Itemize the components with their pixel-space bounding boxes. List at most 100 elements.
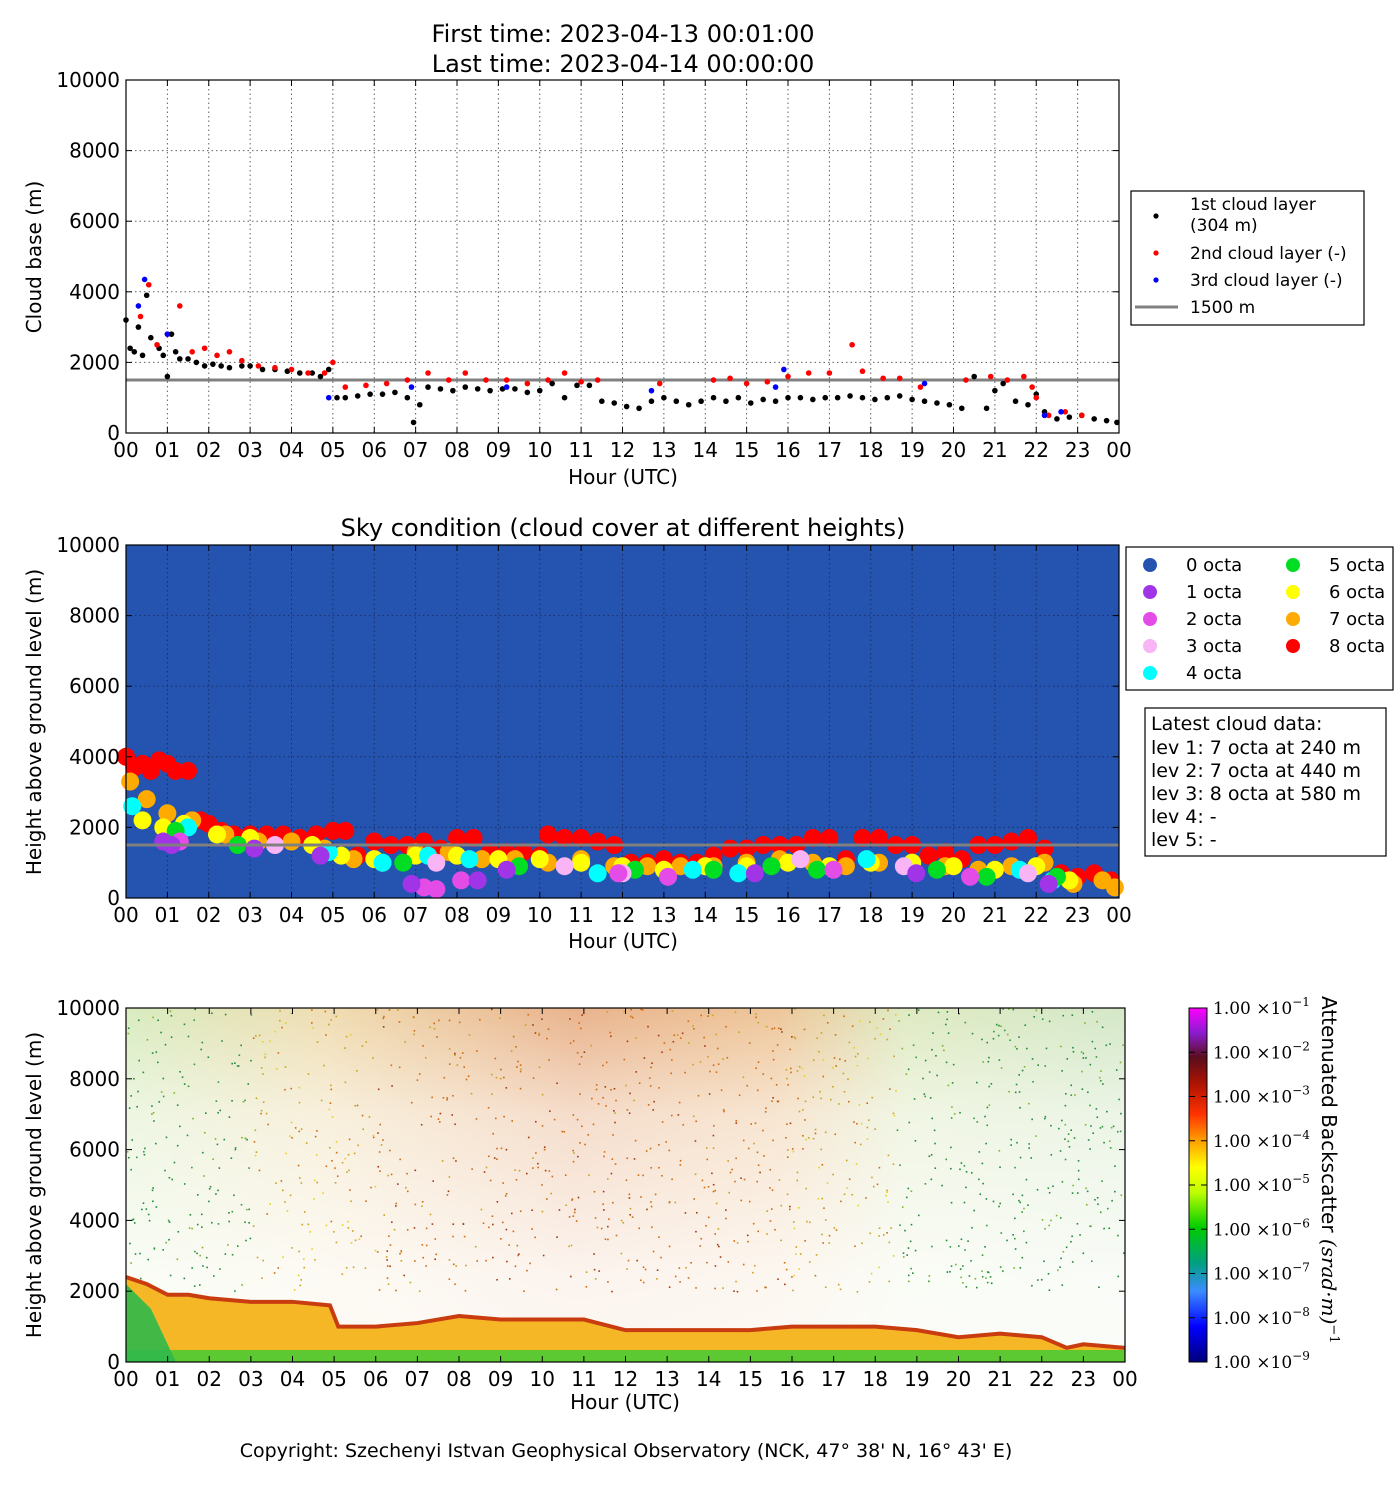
speckle-pixel xyxy=(879,1033,882,1036)
speckle-pixel xyxy=(201,1226,203,1228)
speckle-pixel xyxy=(719,1256,722,1258)
speckle-pixel xyxy=(347,1220,349,1223)
speckle-pixel xyxy=(837,1283,840,1286)
speckle-pixel xyxy=(282,1189,284,1192)
speckle-pixel xyxy=(1002,1270,1004,1272)
speckle-pixel xyxy=(298,1086,301,1089)
cloud-layer-3-point xyxy=(503,384,510,390)
speckle-pixel xyxy=(1023,1066,1026,1068)
speckle-pixel xyxy=(309,1231,312,1233)
x-tick-label: 20 xyxy=(946,1367,971,1391)
speckle-pixel xyxy=(1091,1010,1094,1013)
speckle-pixel xyxy=(170,1036,173,1038)
speckle-pixel xyxy=(1090,1125,1092,1127)
speckle-pixel xyxy=(902,1256,905,1258)
octa-point xyxy=(572,853,591,872)
speckle-pixel xyxy=(1094,1198,1096,1201)
speckle-pixel xyxy=(679,1159,682,1162)
speckle-pixel xyxy=(886,1189,888,1192)
cloud-layer-2-point xyxy=(826,370,833,376)
speckle-pixel xyxy=(1064,1138,1066,1140)
speckle-pixel xyxy=(949,1246,952,1248)
speckle-pixel xyxy=(832,1066,834,1069)
speckle-pixel xyxy=(231,1253,234,1256)
speckle-pixel xyxy=(454,1054,456,1056)
speckle-pixel xyxy=(128,1107,131,1109)
speckle-pixel xyxy=(1021,1211,1023,1213)
legend-label-octa: 1 octa xyxy=(1186,582,1242,603)
speckle-pixel xyxy=(224,1013,227,1016)
cloud-layer-1-point xyxy=(1000,380,1006,387)
speckle-pixel xyxy=(1010,1138,1012,1141)
cloud-layer-1-point xyxy=(1025,401,1031,408)
cloud-layer-1-point xyxy=(884,394,891,401)
speckle-pixel xyxy=(247,1083,250,1085)
speckle-pixel xyxy=(826,1182,829,1184)
speckle-pixel xyxy=(753,1264,756,1267)
speckle-pixel xyxy=(844,1060,847,1062)
speckle-pixel xyxy=(252,1225,255,1227)
speckle-pixel xyxy=(809,1221,811,1224)
speckle-pixel xyxy=(1037,1279,1039,1281)
speckle-pixel xyxy=(374,1249,377,1252)
speckle-pixel xyxy=(931,1048,933,1051)
legend-label-layer1-line1: 1st cloud layer xyxy=(1190,195,1316,215)
speckle-pixel xyxy=(191,1166,193,1169)
speckle-pixel xyxy=(157,1019,159,1022)
speckle-pixel xyxy=(747,1240,749,1243)
speckle-pixel xyxy=(237,1065,240,1067)
speckle-pixel xyxy=(847,1078,849,1080)
speckle-pixel xyxy=(400,1251,403,1253)
panel2-data-points xyxy=(117,747,1124,899)
speckle-pixel xyxy=(709,1070,711,1073)
cloud-layer-1-point xyxy=(958,405,965,412)
speckle-pixel xyxy=(329,1102,332,1104)
speckle-pixel xyxy=(399,1252,401,1255)
speckle-pixel xyxy=(299,1284,302,1287)
speckle-pixel xyxy=(1062,1014,1065,1017)
speckle-pixel xyxy=(701,1179,704,1182)
speckle-pixel xyxy=(492,1132,494,1135)
speckle-pixel xyxy=(759,1171,761,1174)
speckle-pixel xyxy=(970,1172,973,1174)
cloud-layer-1-point xyxy=(723,398,729,405)
speckle-pixel xyxy=(658,1236,660,1239)
speckle-pixel xyxy=(928,1071,931,1073)
cloud-layer-1-point xyxy=(1012,398,1019,405)
speckle-pixel xyxy=(703,1036,705,1039)
speckle-pixel xyxy=(1106,1110,1108,1113)
speckle-pixel xyxy=(626,1268,628,1270)
speckle-pixel xyxy=(1048,1224,1050,1227)
speckle-pixel xyxy=(200,1048,203,1051)
speckle-pixel xyxy=(389,1265,391,1268)
cloud-layer-1-point xyxy=(425,384,431,390)
x-tick-label: 04 xyxy=(280,1367,305,1391)
speckle-pixel xyxy=(714,1265,717,1267)
speckle-pixel xyxy=(1044,1117,1046,1120)
speckle-pixel xyxy=(899,1164,901,1166)
speckle-pixel xyxy=(541,1125,544,1127)
speckle-pixel xyxy=(236,1245,239,1247)
speckle-pixel xyxy=(256,1256,259,1259)
speckle-pixel xyxy=(492,1256,494,1259)
early-morning-aerosol xyxy=(126,1284,176,1362)
speckle-pixel xyxy=(828,1234,831,1237)
latest-cloud-lev1: lev 1: 7 octa at 240 m xyxy=(1151,737,1361,759)
speckle-pixel xyxy=(255,1035,257,1037)
cloud-layer-1-point xyxy=(710,394,717,401)
speckle-pixel xyxy=(448,1259,451,1261)
speckle-pixel xyxy=(650,1201,652,1203)
speckle-pixel xyxy=(676,1034,679,1036)
speckle-pixel xyxy=(354,1239,357,1242)
speckle-pixel xyxy=(1000,1232,1003,1234)
speckle-pixel xyxy=(569,1042,572,1045)
speckle-pixel xyxy=(593,1190,596,1193)
cloud-layer-2-point xyxy=(404,377,411,383)
speckle-pixel xyxy=(1077,1160,1080,1162)
x-tick-label: 23 xyxy=(1065,438,1090,462)
speckle-pixel xyxy=(322,1192,324,1194)
speckle-pixel xyxy=(791,1036,793,1038)
speckle-pixel xyxy=(976,1081,978,1084)
speckle-pixel xyxy=(191,1227,193,1230)
speckle-pixel xyxy=(684,1212,687,1214)
